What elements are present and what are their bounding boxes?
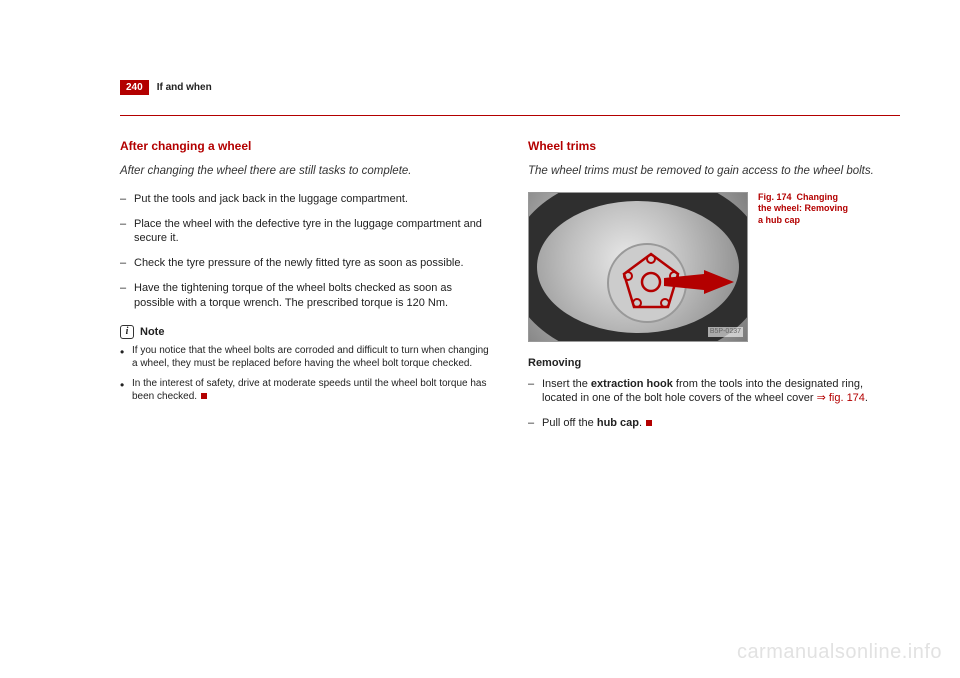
note-list: If you notice that the wheel bolts are c… xyxy=(120,344,492,404)
page-number-badge: 240 xyxy=(120,80,149,95)
figure-image: B5P-0237 xyxy=(528,192,748,342)
list-item: Have the tightening torque of the wheel … xyxy=(120,281,492,311)
running-head: If and when xyxy=(157,82,212,93)
section-title-right: Wheel trims xyxy=(528,138,900,154)
list-item: Insert the extraction hook from the tool… xyxy=(528,377,900,407)
list-item: In the interest of safety, drive at mode… xyxy=(120,377,492,404)
subheading-removing: Removing xyxy=(528,356,900,371)
info-icon: i xyxy=(120,325,134,339)
note-label: Note xyxy=(140,325,164,340)
end-marker xyxy=(646,420,652,426)
section-lede-left: After changing the wheel there are still… xyxy=(120,164,492,180)
pull-arrow xyxy=(664,270,734,305)
list-item-text: Pull off the hub cap. xyxy=(542,417,642,429)
section-lede-right: The wheel trims must be removed to gain … xyxy=(528,164,900,180)
task-list: Put the tools and jack back in the lugga… xyxy=(120,192,492,311)
left-column: After changing a wheel After changing th… xyxy=(120,138,492,445)
figure-code: B5P-0237 xyxy=(708,327,743,336)
page-header: 240 If and when xyxy=(120,80,900,95)
section-title-left: After changing a wheel xyxy=(120,138,492,154)
list-item: If you notice that the wheel bolts are c… xyxy=(120,344,492,371)
list-item: Check the tyre pressure of the newly fit… xyxy=(120,256,492,271)
columns: After changing a wheel After changing th… xyxy=(120,138,900,445)
list-item: Pull off the hub cap. xyxy=(528,416,900,431)
header-rule xyxy=(120,115,900,116)
right-column: Wheel trims The wheel trims must be remo… xyxy=(528,138,900,445)
end-marker xyxy=(201,393,207,399)
list-item: Place the wheel with the defective tyre … xyxy=(120,217,492,247)
list-item: Put the tools and jack back in the lugga… xyxy=(120,192,492,207)
figure-caption: Fig. 174 Changing the wheel: Removing a … xyxy=(758,192,848,227)
note-heading: i Note xyxy=(120,325,492,340)
figure-row: B5P-0237 Fig. 174 Changing the wheel: Re… xyxy=(528,192,900,342)
manual-page: 240 If and when After changing a wheel A… xyxy=(0,0,960,678)
note-text: In the interest of safety, drive at mode… xyxy=(132,378,486,403)
removing-list: Insert the extraction hook from the tool… xyxy=(528,377,900,432)
figure-ref: Fig. 174 xyxy=(758,192,792,202)
watermark: carmanualsonline.info xyxy=(737,641,942,664)
